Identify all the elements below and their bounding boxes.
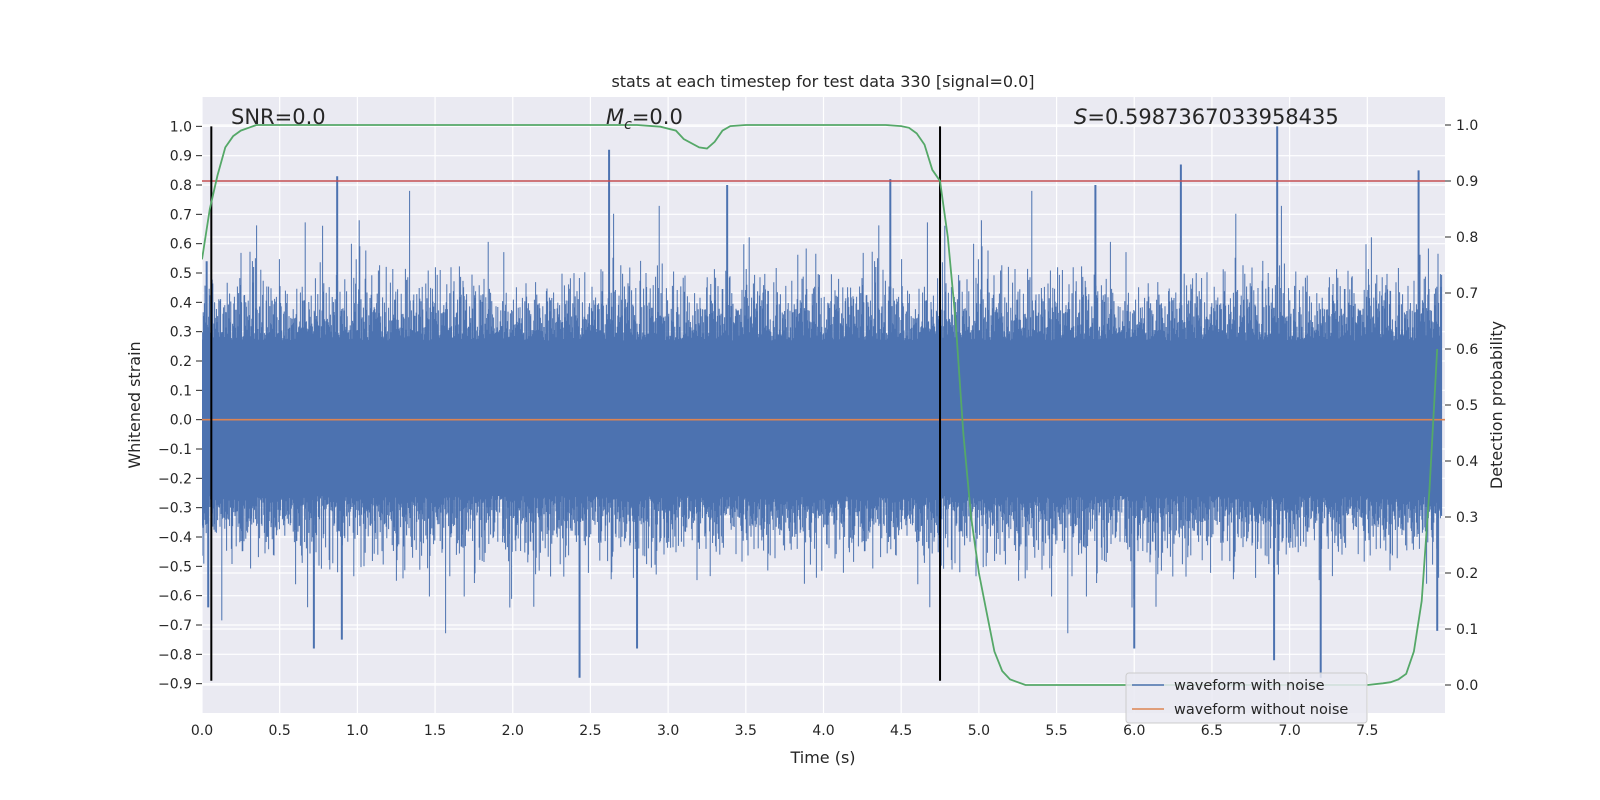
- x-tick-label: 0.0: [191, 723, 213, 739]
- y-tick-label: 0.7: [170, 207, 192, 223]
- y-tick-label: 0.4: [170, 295, 192, 311]
- x-tick-label: 4.0: [812, 723, 834, 739]
- y2-tick-label: 0.8: [1456, 230, 1478, 246]
- legend-label-waveform-without-noise: waveform without noise: [1174, 702, 1348, 718]
- y2-tick-label: 0.1: [1456, 622, 1478, 638]
- x-tick-label: 4.5: [890, 723, 912, 739]
- y2-axis-ticks: 0.0 0.1 0.2 0.3 0.4 0.5 0.6 0.7 0.8 0.9 1.0: [1445, 118, 1478, 694]
- y-tick-label: −0.5: [158, 559, 192, 575]
- x-tick-label: 7.5: [1356, 723, 1378, 739]
- y2-tick-label: 0.4: [1456, 454, 1478, 470]
- x-tick-label: 7.0: [1278, 723, 1300, 739]
- chart-title: stats at each timestep for test data 330…: [611, 72, 1034, 91]
- y-tick-label: −0.1: [158, 442, 192, 458]
- y-tick-label: −0.2: [158, 471, 192, 487]
- y-tick-label: 0.5: [170, 266, 192, 282]
- y-tick-label: 0.1: [170, 383, 192, 399]
- y2-tick-label: 0.9: [1456, 174, 1478, 190]
- x-tick-label: 6.0: [1123, 723, 1145, 739]
- y-tick-label: 0.6: [170, 237, 192, 253]
- score-annotation: S=0.5987367033958435: [1074, 105, 1339, 129]
- x-tick-label: 5.5: [1045, 723, 1067, 739]
- plot-layer: [202, 124, 1445, 686]
- y-axis-label: Whitened strain: [125, 341, 144, 468]
- legend-label-waveform-with-noise: waveform with noise: [1174, 678, 1325, 694]
- legend-box: [1125, 672, 1368, 724]
- y-tick-label: −0.7: [158, 618, 192, 634]
- x-tick-label: 3.0: [657, 723, 679, 739]
- y-axis-ticks: −0.9 −0.8 −0.7 −0.6 −0.5 −0.4 −0.3 −0.2 −0.1 0.0 0…: [158, 119, 202, 693]
- vertical-markers: [210, 126, 942, 681]
- x-tick-label: 0.5: [269, 723, 291, 739]
- x-tick-label: 2.5: [579, 723, 601, 739]
- x-axis-ticks: 0.0 0.5 1.0 1.5 2.0 2.5 3.0 3.5 4.0 4.5 5.0 5.5 6.0 6…: [191, 723, 1379, 739]
- y2-tick-label: 0.7: [1456, 286, 1478, 302]
- x-tick-label: 3.5: [735, 723, 757, 739]
- x-tick-label: 5.0: [968, 723, 990, 739]
- x-tick-label: 1.0: [346, 723, 368, 739]
- snr-annotation: SNR=0.0: [231, 105, 326, 129]
- y-tick-label: −0.3: [158, 501, 192, 517]
- y-tick-label: 0.2: [170, 354, 192, 370]
- y2-tick-label: 0.2: [1456, 566, 1478, 582]
- y2-axis-label: Detection probability: [1487, 321, 1506, 489]
- y2-tick-label: 0.0: [1456, 678, 1478, 694]
- y2-tick-label: 1.0: [1456, 118, 1478, 134]
- y-tick-label: −0.9: [158, 677, 192, 693]
- x-tick-label: 1.5: [424, 723, 446, 739]
- x-axis-label: Time (s): [789, 748, 855, 767]
- y-tick-label: −0.6: [158, 589, 192, 605]
- chirp-mass-annotation: Mc=0.0: [606, 105, 683, 133]
- y2-tick-label: 0.6: [1456, 342, 1478, 358]
- y-tick-label: 0.3: [170, 325, 192, 341]
- x-tick-label: 2.0: [502, 723, 524, 739]
- y2-tick-label: 0.3: [1456, 510, 1478, 526]
- y-tick-label: 0.8: [170, 178, 192, 194]
- y-tick-label: −0.8: [158, 647, 192, 663]
- y-tick-label: 0.0: [170, 413, 192, 429]
- y-tick-label: 0.9: [170, 149, 192, 165]
- y-tick-label: 1.0: [170, 119, 192, 135]
- legend: waveform with noise waveform without noi…: [1125, 672, 1368, 724]
- y-tick-label: −0.4: [158, 530, 192, 546]
- noise-spikes: [205, 126, 1439, 678]
- x-tick-label: 6.5: [1201, 723, 1223, 739]
- y2-tick-label: 0.5: [1456, 398, 1478, 414]
